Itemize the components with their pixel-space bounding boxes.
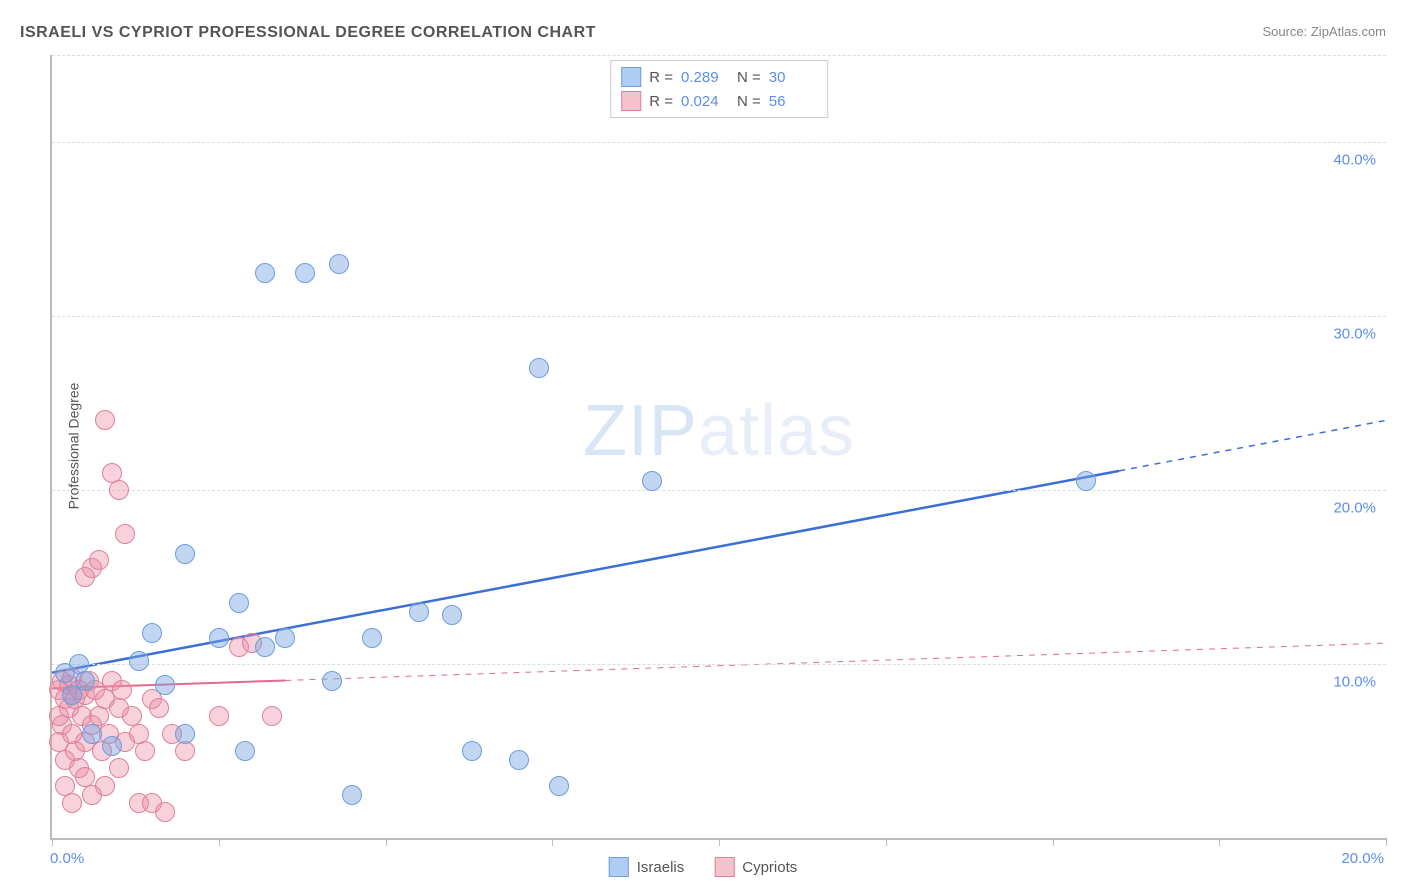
data-point-cypriots	[109, 758, 129, 778]
data-point-israelis	[295, 263, 315, 283]
legend-stats-box: R = 0.289 N = 30 R = 0.024 N = 56	[610, 60, 828, 118]
legend-stats-row: R = 0.289 N = 30	[621, 65, 817, 89]
data-point-israelis	[175, 544, 195, 564]
data-point-israelis	[322, 671, 342, 691]
data-point-israelis	[409, 602, 429, 622]
data-point-cypriots	[95, 776, 115, 796]
legend-stats-row: R = 0.024 N = 56	[621, 89, 817, 113]
gridline-horizontal	[52, 316, 1386, 317]
data-point-israelis	[462, 741, 482, 761]
gridline-horizontal	[52, 664, 1386, 665]
data-point-cypriots	[155, 802, 175, 822]
data-point-israelis	[549, 776, 569, 796]
data-point-israelis	[75, 671, 95, 691]
x-tick	[719, 838, 720, 846]
data-point-israelis	[155, 675, 175, 695]
data-point-israelis	[175, 724, 195, 744]
y-tick-label: 20.0%	[1333, 500, 1376, 517]
watermark-atlas: atlas	[698, 391, 855, 471]
data-point-israelis	[129, 651, 149, 671]
data-point-israelis	[342, 785, 362, 805]
x-tick	[386, 838, 387, 846]
data-point-israelis	[362, 628, 382, 648]
data-point-israelis	[642, 471, 662, 491]
swatch-cypriots	[714, 857, 734, 877]
data-point-israelis	[529, 358, 549, 378]
trendline-dashed-cypriots	[285, 643, 1386, 680]
swatch-israelis	[621, 67, 641, 87]
data-point-cypriots	[112, 680, 132, 700]
legend-label-cypriots: Cypriots	[742, 859, 797, 876]
chart-title: ISRAELI VS CYPRIOT PROFESSIONAL DEGREE C…	[20, 24, 596, 42]
y-tick-label: 30.0%	[1333, 326, 1376, 343]
data-point-cypriots	[262, 706, 282, 726]
x-tick-label: 20.0%	[1341, 850, 1384, 867]
x-tick	[1219, 838, 1220, 846]
data-point-israelis	[235, 741, 255, 761]
data-point-cypriots	[62, 793, 82, 813]
x-tick-label: 0.0%	[50, 850, 84, 867]
data-point-cypriots	[95, 410, 115, 430]
data-point-cypriots	[89, 550, 109, 570]
legend-label-israelis: Israelis	[637, 859, 685, 876]
data-point-israelis	[255, 263, 275, 283]
trendline-dashed-israelis	[1119, 420, 1386, 470]
stat-n-label: N =	[737, 93, 761, 110]
swatch-israelis	[609, 857, 629, 877]
data-point-israelis	[229, 593, 249, 613]
trend-lines-svg	[52, 55, 1386, 838]
data-point-cypriots	[209, 706, 229, 726]
data-point-cypriots	[135, 741, 155, 761]
data-point-israelis	[509, 750, 529, 770]
x-tick	[1053, 838, 1054, 846]
data-point-israelis	[102, 736, 122, 756]
stat-n-value-cypriots: 56	[769, 93, 817, 110]
data-point-cypriots	[109, 480, 129, 500]
plot-area: ZIPatlas R = 0.289 N = 30 R = 0.024 N = …	[50, 55, 1386, 840]
data-point-cypriots	[175, 741, 195, 761]
data-point-cypriots	[115, 524, 135, 544]
data-point-israelis	[442, 605, 462, 625]
source-label: Source: ZipAtlas.com	[1262, 24, 1386, 39]
stat-r-label: R =	[649, 69, 673, 86]
stat-r-label: R =	[649, 93, 673, 110]
watermark-zip: ZIP	[583, 391, 698, 471]
data-point-israelis	[275, 628, 295, 648]
gridline-horizontal	[52, 55, 1386, 56]
x-tick	[886, 838, 887, 846]
data-point-israelis	[1076, 471, 1096, 491]
watermark: ZIPatlas	[583, 390, 855, 472]
y-tick-label: 10.0%	[1333, 674, 1376, 691]
stat-r-value-israelis: 0.289	[681, 69, 729, 86]
stat-n-label: N =	[737, 69, 761, 86]
legend-item-cypriots: Cypriots	[714, 857, 797, 877]
data-point-israelis	[255, 637, 275, 657]
stat-n-value-israelis: 30	[769, 69, 817, 86]
legend-item-israelis: Israelis	[609, 857, 685, 877]
data-point-israelis	[142, 623, 162, 643]
stat-r-value-cypriots: 0.024	[681, 93, 729, 110]
x-tick	[1386, 838, 1387, 846]
data-point-cypriots	[149, 698, 169, 718]
y-tick-label: 40.0%	[1333, 152, 1376, 169]
data-point-israelis	[209, 628, 229, 648]
x-tick	[219, 838, 220, 846]
data-point-israelis	[329, 254, 349, 274]
x-tick	[552, 838, 553, 846]
gridline-horizontal	[52, 490, 1386, 491]
data-point-israelis	[82, 724, 102, 744]
legend-series: Israelis Cypriots	[609, 857, 798, 877]
x-tick	[52, 838, 53, 846]
gridline-horizontal	[52, 142, 1386, 143]
swatch-cypriots	[621, 91, 641, 111]
